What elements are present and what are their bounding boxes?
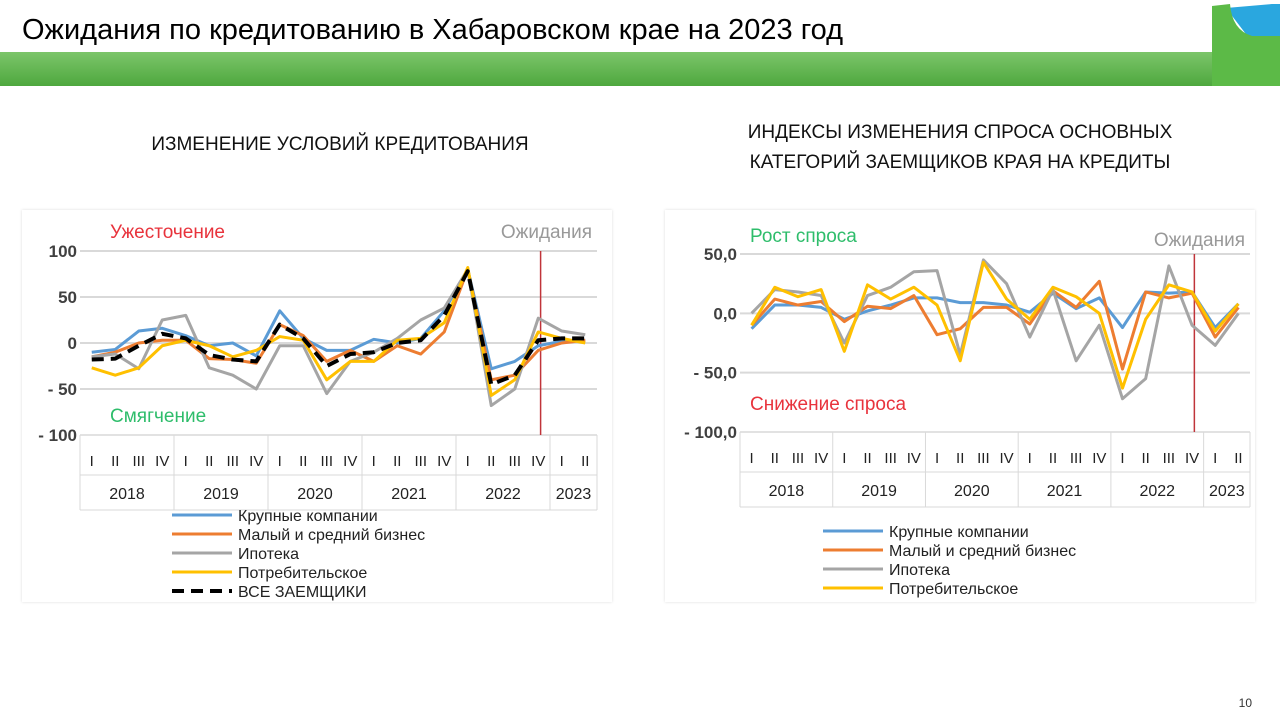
x-tick-label: III xyxy=(977,450,990,467)
page-number: 10 xyxy=(1238,696,1252,710)
right-chart-title: ИНДЕКСЫ ИЗМЕНЕНИЯ СПРОСА ОСНОВНЫХ КАТЕГО… xyxy=(660,118,1260,178)
x-tick-label: III xyxy=(1163,450,1176,467)
x-tick-label: II xyxy=(487,453,495,470)
legend-label: Крупные компании xyxy=(889,524,1029,541)
legend-label: Потребительское xyxy=(889,581,1018,598)
x-tick-label: I xyxy=(90,453,94,470)
series-line-4 xyxy=(91,269,586,387)
x-tick-label: I xyxy=(184,453,188,470)
chart-svg: 50,00,0- 50,0- 100,0I II III IV I II III IV I II I… xyxy=(684,226,1251,598)
x-tick-label: I xyxy=(1028,450,1032,467)
year-label: 2022 xyxy=(1139,483,1175,500)
annotation-top: Рост спроса xyxy=(750,226,857,247)
y-tick-label: - 100,0 xyxy=(684,423,737,442)
x-tick-label: I xyxy=(842,450,846,467)
y-tick-label: 100 xyxy=(49,242,77,261)
x-tick-label: I xyxy=(560,453,564,470)
x-tick-label: III xyxy=(414,453,427,470)
series-line-3 xyxy=(91,266,586,397)
legend-label: ВСЕ ЗАЕМЩИКИ xyxy=(238,584,366,601)
x-tick-label: IV xyxy=(814,450,828,467)
series-line-3 xyxy=(750,260,1240,390)
x-tick-label: II xyxy=(1142,450,1150,467)
page-title: Ожидания по кредитованию в Хабаровском к… xyxy=(22,14,844,46)
year-label: 2023 xyxy=(556,486,592,503)
y-tick-label: - 50 xyxy=(48,380,77,399)
x-tick-label: IV xyxy=(999,450,1013,467)
y-tick-label: 50,0 xyxy=(704,245,737,264)
legend-label: Ипотека xyxy=(889,562,950,579)
title-line: ИНДЕКСЫ ИЗМЕНЕНИЯ СПРОСА ОСНОВНЫХ xyxy=(747,122,1173,143)
x-tick-label: II xyxy=(1234,450,1242,467)
legend-label: Малый и средний бизнес xyxy=(889,543,1076,560)
year-label: 2023 xyxy=(1209,483,1245,500)
x-tick-label: IV xyxy=(249,453,263,470)
y-tick-label: 0 xyxy=(68,334,77,353)
y-tick-label: 0,0 xyxy=(713,304,737,323)
series-line-1 xyxy=(750,279,1240,371)
x-tick-label: IV xyxy=(343,453,357,470)
series-line-0 xyxy=(91,267,586,371)
x-tick-label: IV xyxy=(1185,450,1199,467)
x-tick-label: II xyxy=(111,453,119,470)
y-tick-label: - 50,0 xyxy=(694,364,737,383)
year-label: 2022 xyxy=(485,486,521,503)
annotation-bottom: Смягчение xyxy=(110,406,206,427)
x-tick-label: III xyxy=(792,450,805,467)
y-tick-label: 50 xyxy=(58,288,77,307)
logo-icon xyxy=(1212,4,1280,86)
x-tick-label: I xyxy=(1213,450,1217,467)
x-tick-label: I xyxy=(466,453,470,470)
legend-label: Крупные компании xyxy=(238,508,378,525)
x-tick-label: I xyxy=(935,450,939,467)
x-tick-label: II xyxy=(863,450,871,467)
left-chart-title: ИЗМЕНЕНИЕ УСЛОВИЙ КРЕДИТОВАНИЯ xyxy=(151,134,529,155)
x-tick-label: IV xyxy=(531,453,545,470)
x-tick-label: I xyxy=(372,453,376,470)
x-tick-label: III xyxy=(320,453,333,470)
year-label: 2018 xyxy=(769,483,805,500)
year-label: 2021 xyxy=(391,486,427,503)
year-label: 2018 xyxy=(109,486,145,503)
chart-credit-demand: 50,0 0,0- 50,0- 100,0 I II III IV I II III IV I II I… xyxy=(665,210,1255,602)
year-label: 2020 xyxy=(954,483,990,500)
x-tick-label: III xyxy=(508,453,521,470)
x-tick-label: III xyxy=(132,453,145,470)
x-tick-label: III xyxy=(1070,450,1083,467)
x-tick-label: IV xyxy=(1092,450,1106,467)
series-line-2 xyxy=(91,267,586,408)
x-tick-label: II xyxy=(393,453,401,470)
x-tick-label: IV xyxy=(155,453,169,470)
year-label: 2020 xyxy=(297,486,333,503)
header-band xyxy=(0,52,1280,86)
legend-label: Малый и средний бизнес xyxy=(238,527,425,544)
x-tick-label: I xyxy=(1120,450,1124,467)
x-tick-label: II xyxy=(299,453,307,470)
series-line-1 xyxy=(91,267,586,382)
x-tick-label: II xyxy=(1049,450,1057,467)
annotation-bottom: Снижение спроса xyxy=(750,394,906,415)
x-tick-label: II xyxy=(956,450,964,467)
annotation-expectations: Ожидания xyxy=(1154,230,1245,251)
x-tick-label: IV xyxy=(907,450,921,467)
chart-credit-conditions: 100 50 0- 50- 100 I II III IV I II III IV I II III IV I… xyxy=(22,210,612,602)
x-tick-label: II xyxy=(771,450,779,467)
year-label: 2019 xyxy=(861,483,897,500)
title-line: КАТЕГОРИЙ ЗАЕМЩИКОВ КРАЯ НА КРЕДИТЫ xyxy=(749,152,1171,173)
year-label: 2021 xyxy=(1047,483,1083,500)
y-tick-label: - 100 xyxy=(38,426,77,445)
annotation-expectations: Ожидания xyxy=(501,222,592,243)
x-tick-label: IV xyxy=(437,453,451,470)
x-tick-label: I xyxy=(278,453,282,470)
x-tick-label: III xyxy=(884,450,897,467)
x-tick-label: I xyxy=(750,450,754,467)
legend-label: Потребительское xyxy=(238,565,367,582)
legend-label: Ипотека xyxy=(238,546,299,563)
x-tick-label: II xyxy=(581,453,589,470)
annotation-top: Ужесточение xyxy=(110,222,225,243)
year-label: 2019 xyxy=(203,486,239,503)
x-tick-label: II xyxy=(205,453,213,470)
x-tick-label: III xyxy=(226,453,239,470)
